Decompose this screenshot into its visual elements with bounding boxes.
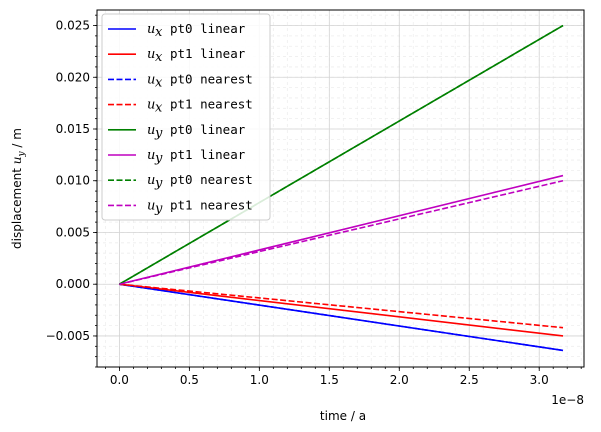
legend-label: pt1 nearest bbox=[170, 197, 253, 212]
y-tick-label: 0.010 bbox=[56, 174, 90, 188]
x-offset-label: 1e−8 bbox=[551, 393, 584, 407]
x-tick-label: 0.5 bbox=[180, 373, 199, 387]
legend-label-variable: u bbox=[147, 22, 155, 37]
legend-label-variable: u bbox=[147, 173, 155, 188]
x-tick-label: 1.5 bbox=[320, 373, 339, 387]
legend-label-subscript: y bbox=[154, 201, 163, 216]
legend-label-subscript: x bbox=[155, 25, 163, 40]
legend-label: pt1 linear bbox=[170, 46, 246, 61]
y-axis-label-prefix: displacement bbox=[10, 164, 24, 249]
x-axis-label: time / a bbox=[320, 409, 366, 423]
legend-label-subscript: x bbox=[155, 101, 163, 116]
series-line-uy-pt0-nearest bbox=[118, 24, 564, 285]
legend-label: pt0 nearest bbox=[170, 71, 253, 86]
y-tick-label: 0.000 bbox=[56, 277, 90, 291]
y-tick-label: 0.025 bbox=[56, 19, 90, 33]
legend-label-subscript: y bbox=[154, 126, 163, 141]
legend-label: pt0 linear bbox=[170, 122, 246, 137]
x-tick-label: 0.0 bbox=[110, 373, 129, 387]
y-axis-label: displacement uy / m bbox=[10, 128, 27, 249]
x-tick-label: 2.0 bbox=[390, 373, 409, 387]
y-tick-label: 0.015 bbox=[56, 122, 90, 136]
series-line-ux-pt0-nearest bbox=[119, 283, 564, 352]
x-tick-label: 3.0 bbox=[530, 373, 549, 387]
series-line-ux-pt1-nearest bbox=[119, 283, 564, 329]
legend-label: pt0 nearest bbox=[170, 172, 253, 187]
legend-label-variable: u bbox=[147, 198, 155, 213]
legend-label-subscript: y bbox=[154, 151, 163, 166]
y-tick-label: 0.020 bbox=[56, 70, 90, 84]
series-line-ux-pt1-linear bbox=[119, 283, 564, 337]
legend-box bbox=[101, 13, 271, 221]
legend-label: pt1 nearest bbox=[170, 97, 253, 112]
series-line-uy-pt1-nearest bbox=[119, 179, 564, 285]
legend-label-variable: u bbox=[147, 123, 155, 138]
legend-label-variable: u bbox=[147, 72, 155, 87]
legend-label: pt1 linear bbox=[170, 147, 246, 162]
y-axis-label-sub: y bbox=[17, 151, 27, 158]
legend-label-subscript: y bbox=[154, 176, 163, 191]
series-line-uy-pt1-linear bbox=[119, 174, 564, 285]
legend-label-subscript: x bbox=[155, 75, 163, 90]
legend-label-subscript: x bbox=[155, 50, 163, 65]
x-tick-label: 1.0 bbox=[250, 373, 269, 387]
tick-labels: 0.0 0.5 1.0 1.5 2.0 2.5 3.0 −0.005 0.000 0.005 0.0… bbox=[46, 19, 549, 387]
legend-label-variable: u bbox=[147, 148, 155, 163]
plot-frame bbox=[96, 9, 585, 368]
y-axis-label-var: u bbox=[10, 157, 24, 165]
y-tick-label: −0.005 bbox=[46, 329, 90, 343]
legend-label-variable: u bbox=[147, 47, 155, 62]
legend-label: pt0 linear bbox=[170, 21, 246, 36]
y-tick-label: 0.005 bbox=[56, 225, 90, 239]
series-layer bbox=[118, 24, 564, 352]
legend-label-variable: u bbox=[147, 98, 155, 113]
x-tick-label: 2.5 bbox=[460, 373, 479, 387]
y-axis-label-suffix: / m bbox=[10, 128, 24, 151]
axis-ticks bbox=[93, 14, 582, 371]
